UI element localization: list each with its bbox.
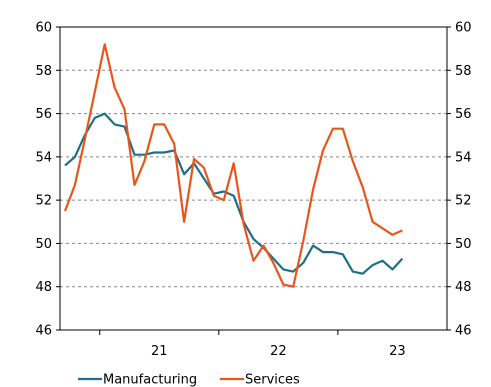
- x-axis: 21 22 23: [99, 330, 406, 359]
- y-tick-label-right: 50: [455, 237, 472, 252]
- y-tick-label-left: 46: [35, 324, 52, 339]
- y-tick-label-right: 48: [455, 280, 472, 295]
- y-tick-label-right: 58: [455, 64, 472, 79]
- y-tick-label-left: 54: [35, 150, 52, 165]
- y-tick-label-left: 60: [35, 21, 52, 36]
- y-tick-label-left: 58: [35, 64, 52, 79]
- series-line-services: [63, 43, 403, 288]
- y-tick-label-left: 56: [35, 107, 52, 122]
- y-axis-right: 46 48 50 52 54 56 58 60: [447, 21, 472, 339]
- y-tick-label-right: 56: [455, 107, 472, 122]
- y-tick-label-right: 52: [455, 194, 472, 209]
- y-tick-label-right: 54: [455, 150, 472, 165]
- legend-label-services: Services: [245, 373, 300, 387]
- legend: Manufacturing Services: [78, 373, 300, 387]
- y-tick-label-right: 60: [455, 21, 472, 36]
- y-tick-label-right: 46: [455, 324, 472, 339]
- x-tick-label: 23: [389, 344, 406, 359]
- y-axis-left: 46 48 50 52 54 56 58 60: [35, 21, 60, 339]
- x-tick-label: 22: [270, 344, 287, 359]
- series-line-manufacturing: [64, 112, 404, 275]
- y-tick-label-left: 48: [35, 280, 52, 295]
- legend-label-manufacturing: Manufacturing: [103, 373, 197, 387]
- grid-lines: [60, 69, 447, 288]
- plot-frame: [59, 26, 448, 331]
- series-lines: [63, 43, 404, 288]
- y-tick-label-left: 50: [35, 237, 52, 252]
- x-tick-label: 21: [151, 344, 168, 359]
- y-tick-label-left: 52: [35, 194, 52, 209]
